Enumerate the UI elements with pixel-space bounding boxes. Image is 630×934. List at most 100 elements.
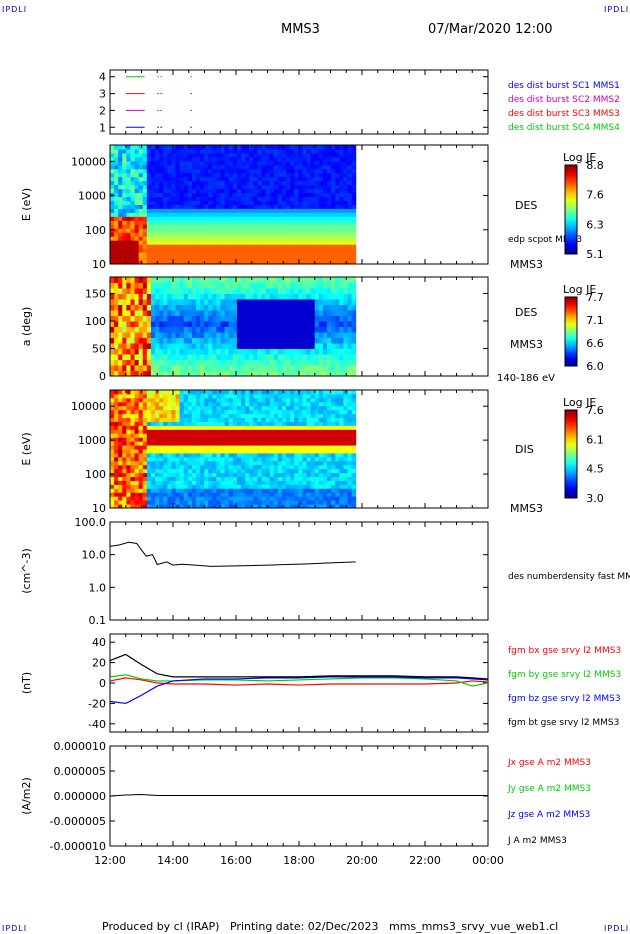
- burst-legend-2: des dist burst SC2 MMS2: [508, 95, 620, 105]
- colorbar-tick-2: 7.1: [586, 314, 604, 327]
- y-tick-label-4: 100.0: [75, 516, 107, 529]
- bfield-line-1: [109, 674, 489, 687]
- footer-file: mms_mms3_srvy_vue_web1.cl: [389, 920, 559, 933]
- footer-produced: Produced by cl (IRAP): [102, 920, 220, 933]
- colorbar-tick-3: 4.5: [586, 463, 604, 476]
- burst-legend-3: des dist burst SC3 MMS3: [508, 109, 620, 119]
- legend-density: des numberdensity fast MMS3: [508, 572, 630, 582]
- colorbar-tick-1: 7.6: [586, 189, 604, 202]
- footer-printing-date: Printing date: 02/Dec/2023: [229, 920, 379, 933]
- colorbar-tick-1: 6.3: [586, 218, 604, 231]
- ylabel-dis-energy: E (eV): [20, 432, 33, 465]
- y-tick-label-5: 0: [99, 677, 106, 690]
- x-tick-label: 16:00: [220, 854, 252, 867]
- colorbar-tick-1: 5.1: [586, 248, 604, 261]
- y-tick-label-4: 10.0: [82, 549, 107, 562]
- y-tick-label-5: 40: [92, 636, 106, 649]
- ylabel-pitch: a (deg): [20, 307, 33, 347]
- legend-current-2: Jz gse A m2 MMS3: [507, 810, 590, 820]
- ylabel-des-energy: E (eV): [20, 188, 33, 221]
- ylabel-current: (A/m2): [20, 777, 33, 815]
- panel-sc-des: MMS3: [510, 258, 543, 271]
- y-tick-label-2: 100: [85, 315, 106, 328]
- colorbar-1: [564, 164, 578, 255]
- corner-mark-top-right: IPDLI: [604, 5, 630, 14]
- panel-frame-4: [109, 521, 489, 621]
- overlay-label-scpot: edp scpot MMS3: [508, 235, 582, 245]
- panel-sc-dis: MMS3: [510, 502, 543, 515]
- y-tick-label-3: 100: [85, 468, 106, 481]
- y-tick-label-2: 150: [85, 288, 106, 301]
- x-tick-label: 12:00: [94, 854, 126, 867]
- y-tick-label-0: 3: [99, 88, 106, 101]
- bfield-line-3: [109, 653, 489, 680]
- y-tick-label-6: -0.000010: [50, 840, 106, 853]
- colorbar-tick-2: 7.7: [586, 291, 604, 304]
- legend-current-1: Jy gse A m2 MMS3: [507, 784, 591, 794]
- y-tick-label-0: 4: [99, 71, 106, 84]
- y-tick-label-4: 0.1: [89, 614, 107, 627]
- colorbar-tick-2: 6.0: [586, 360, 604, 373]
- y-tick-label-4: 1.0: [89, 581, 107, 594]
- des-energy-heatmap-cells: [110, 145, 357, 265]
- y-tick-label-5: 20: [92, 657, 106, 670]
- x-tick-label: 14:00: [157, 854, 189, 867]
- y-tick-label-0: 2: [99, 104, 106, 117]
- panel-energy-range: 140-186 eV: [497, 373, 555, 384]
- y-tick-label-1: 100: [85, 224, 106, 237]
- des-pitch-heatmap-cells: [110, 277, 357, 377]
- colorbar-2: [564, 296, 578, 367]
- colorbar-tick-2: 6.6: [586, 337, 604, 350]
- y-tick-label-3: 1000: [78, 434, 106, 447]
- colorbar-tick-1: 8.8: [586, 159, 604, 172]
- corner-mark-bottom-right: IPDLI: [604, 924, 630, 933]
- ylabel-bfield: (nT): [20, 672, 33, 694]
- y-tick-label-6: 0.000010: [54, 740, 107, 753]
- colorbar-3: [564, 409, 578, 499]
- colorbar-tick-3: 3.0: [586, 492, 604, 505]
- legend-bfield-1: fgm by gse srvy l2 MMS3: [508, 670, 621, 680]
- y-tick-label-2: 0: [99, 370, 106, 383]
- footer: Produced by cl (IRAP) Printing date: 02/…: [102, 920, 558, 933]
- legend-bfield-3: fgm bt gse srvy l2 MMS3: [508, 718, 619, 728]
- y-tick-label-6: 0.000000: [54, 790, 107, 803]
- corner-mark-top-left: IPDLI: [2, 5, 28, 14]
- y-tick-label-3: 10: [92, 502, 106, 515]
- y-tick-label-1: 10000: [71, 155, 106, 168]
- panel-sc-pa: MMS3: [510, 338, 543, 351]
- colorbar-tick-3: 7.6: [586, 404, 604, 417]
- datetime-title: 07/Mar/2020 12:00: [428, 22, 553, 37]
- y-tick-label-6: -0.000005: [50, 815, 106, 828]
- dis-energy-heatmap-cells: [110, 390, 357, 509]
- colorbar-title-3: Log JE: [563, 396, 596, 409]
- x-tick-label: 20:00: [346, 854, 378, 867]
- y-tick-label-6: 0.000005: [54, 765, 107, 778]
- corner-mark-bottom-left: IPDLI: [2, 924, 28, 933]
- density-line: [109, 541, 356, 567]
- panel-frame-0: [109, 69, 489, 135]
- bfield-line-2: [109, 676, 489, 705]
- y-tick-label-1: 10: [92, 258, 106, 271]
- x-tick-label: 22:00: [409, 854, 441, 867]
- current-line-3: [109, 793, 488, 797]
- ylabel-density: (cm^-3): [20, 548, 33, 594]
- panel-label-dis: DIS: [515, 443, 534, 456]
- x-tick-label: 00:00: [472, 854, 504, 867]
- legend-bfield-0: fgm bx gse srvy l2 MMS3: [508, 646, 621, 656]
- legend-bfield-2: fgm bz gse srvy l2 MMS3: [508, 694, 621, 704]
- y-tick-label-0: 1: [99, 121, 106, 134]
- y-tick-label-5: -20: [88, 697, 106, 710]
- colorbar-title-1: Log JE: [563, 151, 596, 164]
- colorbar-tick-3: 6.1: [586, 433, 604, 446]
- y-tick-label-1: 1000: [78, 190, 106, 203]
- legend-current-0: Jx gse A m2 MMS3: [507, 758, 591, 768]
- spacecraft-title: MMS3: [281, 22, 320, 37]
- burst-legend-4: des dist burst SC4 MMS4: [508, 123, 620, 133]
- y-tick-label-5: -40: [88, 718, 106, 731]
- bfield-line-0: [109, 677, 489, 686]
- legend-current-3: J A m2 MMS3: [507, 836, 567, 846]
- panel-label-des: DES: [515, 199, 537, 212]
- y-tick-label-3: 10000: [71, 400, 106, 413]
- x-tick-label: 18:00: [283, 854, 315, 867]
